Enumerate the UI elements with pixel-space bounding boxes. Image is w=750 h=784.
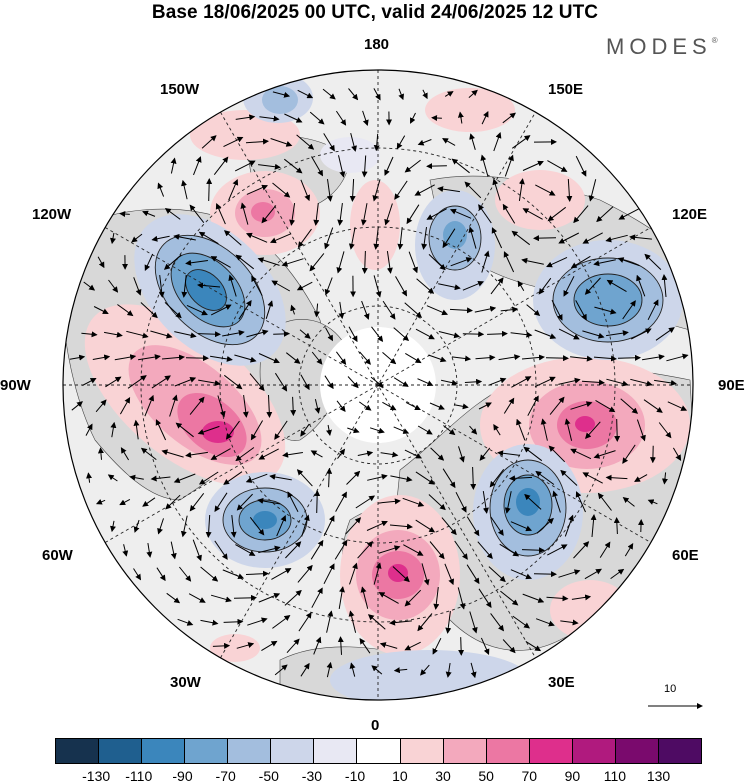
- colorbar-segment: [615, 739, 658, 763]
- lon-label-150e: 150E: [548, 81, 583, 98]
- colorbar-tick-label: 90: [565, 768, 581, 784]
- wind-vector: [273, 334, 289, 335]
- wind-vector: [234, 598, 256, 599]
- colorbar-tick-label: 50: [478, 768, 494, 784]
- colorbar-segment: [141, 739, 184, 763]
- colorbar-tick-label: 30: [435, 768, 451, 784]
- colorbar-segment: [56, 739, 98, 763]
- wind-vector: [432, 118, 442, 119]
- colorbar-tick-label: -30: [302, 768, 322, 784]
- wind-vector: [546, 358, 568, 359]
- lon-label-60w: 60W: [42, 547, 73, 564]
- colorbar-segment: [270, 739, 313, 763]
- wind-vector: [209, 179, 210, 201]
- colorbar-tick-label: 10: [392, 768, 408, 784]
- colorbar-tick-label: -50: [259, 768, 279, 784]
- colorbar-segment: [529, 739, 572, 763]
- wind-vector: [317, 491, 318, 513]
- lon-label-90e: 90E: [718, 377, 745, 394]
- colorbar-segment: [184, 739, 227, 763]
- colorbar-segment: [443, 739, 486, 763]
- wind-vector: [534, 238, 556, 239]
- colorbar-tick-label: -10: [345, 768, 365, 784]
- lon-label-150w: 150W: [160, 81, 199, 98]
- colorbar-tick-label: -90: [172, 768, 192, 784]
- wind-vector: [617, 419, 618, 441]
- wind-vector: [427, 166, 447, 167]
- positive-anomaly-east-siberia: [495, 170, 585, 230]
- lon-label-120e: 120E: [672, 206, 707, 223]
- colorbar-segment: [486, 739, 529, 763]
- lon-label-30e: 30E: [548, 674, 575, 691]
- colorbar-tick-label: -110: [125, 768, 152, 784]
- lon-label-90w: 90W: [0, 377, 31, 394]
- colorbar-tick-label: 110: [604, 768, 626, 784]
- colorbar: [55, 738, 702, 764]
- lon-label-30w: 30W: [170, 674, 201, 691]
- lon-label-120w: 120W: [32, 206, 71, 223]
- colorbar-segment: [356, 739, 399, 763]
- lon-label-180: 180: [364, 36, 389, 53]
- colorbar-tick-label: -70: [216, 768, 236, 784]
- colorbar-tick-label: 130: [647, 768, 670, 784]
- colorbar-segment: [98, 739, 141, 763]
- colorbar-segment: [658, 739, 701, 763]
- lon-label-0: 0: [371, 717, 379, 734]
- colorbar-segment: [572, 739, 615, 763]
- colorbar-segment: [227, 739, 270, 763]
- colorbar-segment: [313, 739, 356, 763]
- colorbar-tick-label: 70: [521, 768, 537, 784]
- wind-vector: [461, 637, 462, 655]
- lon-label-60e: 60E: [672, 547, 699, 564]
- wind-vector: [463, 334, 483, 335]
- reference-vector-label: 10: [664, 683, 676, 695]
- colorbar-segment: [400, 739, 443, 763]
- wind-vector: [618, 358, 640, 359]
- colorbar-tick-label: -130: [82, 768, 110, 784]
